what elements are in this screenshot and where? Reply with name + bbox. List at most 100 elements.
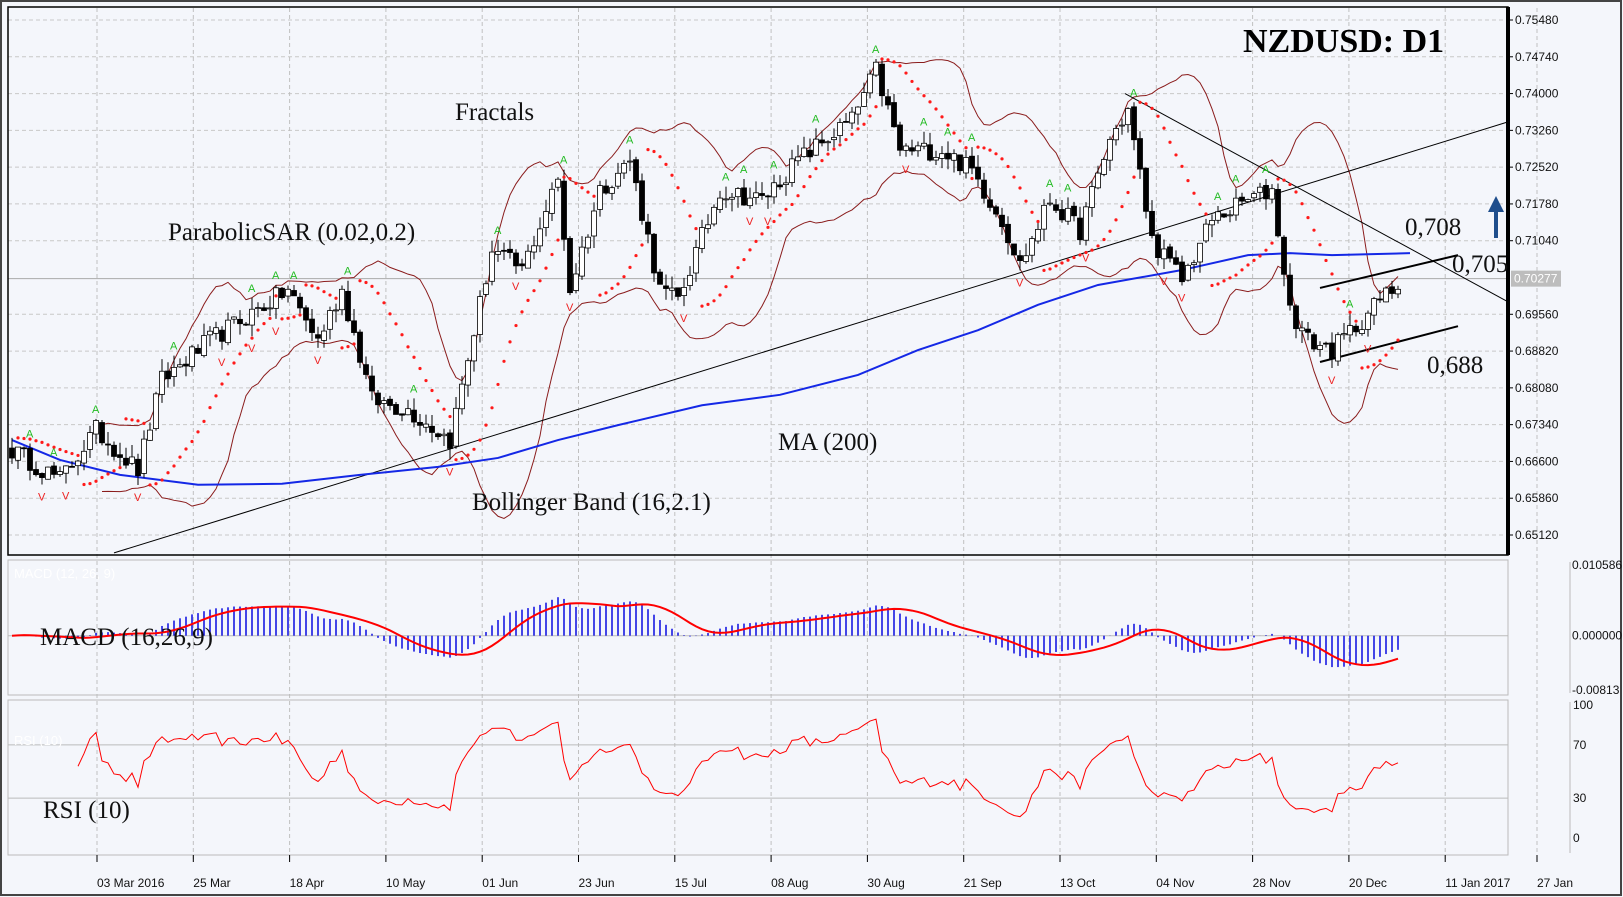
macd-tick-label: 0.010586 (1572, 558, 1622, 572)
fractal-down-icon: V (1160, 276, 1168, 288)
candle-bear (1137, 138, 1143, 170)
sar-dot (526, 298, 530, 302)
sar-dot (946, 123, 950, 127)
sar-dot (874, 105, 878, 109)
trendline-channel-upper (1319, 254, 1459, 289)
sar-dot (190, 439, 194, 444)
candle-bear (1329, 342, 1335, 360)
sar-dot (580, 186, 584, 190)
sar-dot (130, 418, 134, 422)
candle-bear (1149, 210, 1155, 236)
fractal-up-icon: A (92, 404, 100, 416)
sar-dot (1390, 346, 1394, 350)
candle-bull (1335, 334, 1341, 362)
candle-bull (963, 157, 969, 174)
candle-bull (1125, 108, 1131, 126)
sar-dot (1330, 272, 1334, 276)
sar-dot (1372, 363, 1376, 367)
sar-dot (40, 440, 44, 444)
candle-bull (1269, 188, 1275, 200)
sar-dot (694, 226, 698, 231)
candle-bull (231, 316, 237, 320)
candle-bull (933, 157, 939, 161)
sar-dot (1054, 264, 1058, 268)
fractal-down-icon: V (512, 281, 520, 293)
candle-bear (237, 318, 243, 325)
fractal-up-icon: A (248, 283, 256, 295)
candle-bull (93, 420, 99, 435)
rsi-line (77, 718, 1399, 818)
sar-dot (58, 447, 62, 452)
sar-dot (520, 310, 524, 314)
candle-bull (735, 188, 741, 198)
candle-bull (423, 423, 429, 428)
sar-dot (1348, 310, 1352, 314)
candle-bull (129, 456, 135, 464)
candle-bull (453, 407, 459, 447)
sar-dot (724, 285, 728, 289)
sar-dot (802, 184, 806, 189)
candle-bear (891, 102, 897, 128)
candle-bull (141, 438, 147, 474)
fractal-down-icon: V (566, 302, 574, 314)
date-tick-label: 11 Jan 2017 (1445, 876, 1510, 890)
date-tick-label: 23 Jun (579, 876, 615, 890)
sar-dot (1342, 300, 1346, 304)
candle-bull (867, 73, 873, 94)
candle-bull (705, 224, 711, 229)
sar-dot (298, 313, 302, 317)
sar-dot (682, 199, 686, 203)
fractal-down-icon: V (38, 491, 46, 503)
date-tick-label: 27 Jan (1537, 876, 1573, 890)
candle-bear (1059, 209, 1065, 221)
sar-dot (880, 57, 884, 61)
candle-bear (219, 329, 225, 342)
fractal-up-icon: A (26, 428, 34, 440)
candle-bull (75, 460, 81, 467)
fractal-up-icon: A (740, 164, 748, 176)
sar-dot (340, 346, 344, 350)
candle-bull (1233, 197, 1239, 216)
candle-bear (135, 458, 141, 477)
candle-bull (1023, 255, 1029, 262)
candle-bull (717, 197, 723, 210)
candle-bear (39, 473, 45, 478)
sar-dot (502, 359, 506, 363)
sar-dot (646, 148, 650, 152)
level-708: 0,708 (1405, 214, 1461, 241)
candle-bear (417, 421, 423, 426)
candle-bear (927, 144, 933, 161)
sar-dot (244, 343, 248, 347)
sar-dot (1012, 175, 1016, 179)
candle-bear (1389, 286, 1395, 294)
fractal-up-icon: A (1046, 178, 1054, 190)
sar-dot (1108, 229, 1112, 233)
candle-bear (435, 433, 441, 438)
candle-bear (1167, 246, 1173, 259)
candle-bull (1161, 248, 1167, 260)
macd-ghost-label: MACD (12, 26, 9) (14, 566, 115, 581)
candle-bull (87, 432, 93, 450)
candle-bear (123, 457, 129, 466)
candle-bear (513, 252, 519, 267)
candle-bear (1053, 204, 1059, 211)
sar-dot (598, 293, 602, 297)
candle-bull (669, 287, 675, 291)
candle-bear (309, 318, 315, 333)
candle-bear (393, 404, 399, 415)
sar-dot (718, 293, 722, 297)
candle-bull (549, 188, 555, 214)
sar-dot (1354, 319, 1358, 323)
price-tick-label: 0.73260 (1515, 123, 1559, 137)
candle-bull (147, 429, 153, 441)
candle-bull (1083, 206, 1089, 241)
sar-dot (742, 257, 746, 262)
sar-dot (292, 315, 296, 319)
candle-bull (1191, 262, 1197, 266)
candle-bull (861, 92, 867, 107)
sar-dot (184, 447, 188, 451)
candle-bull (579, 246, 585, 277)
candle-bull (855, 106, 861, 115)
sar-dot (484, 423, 488, 427)
sar-dot (976, 145, 980, 149)
